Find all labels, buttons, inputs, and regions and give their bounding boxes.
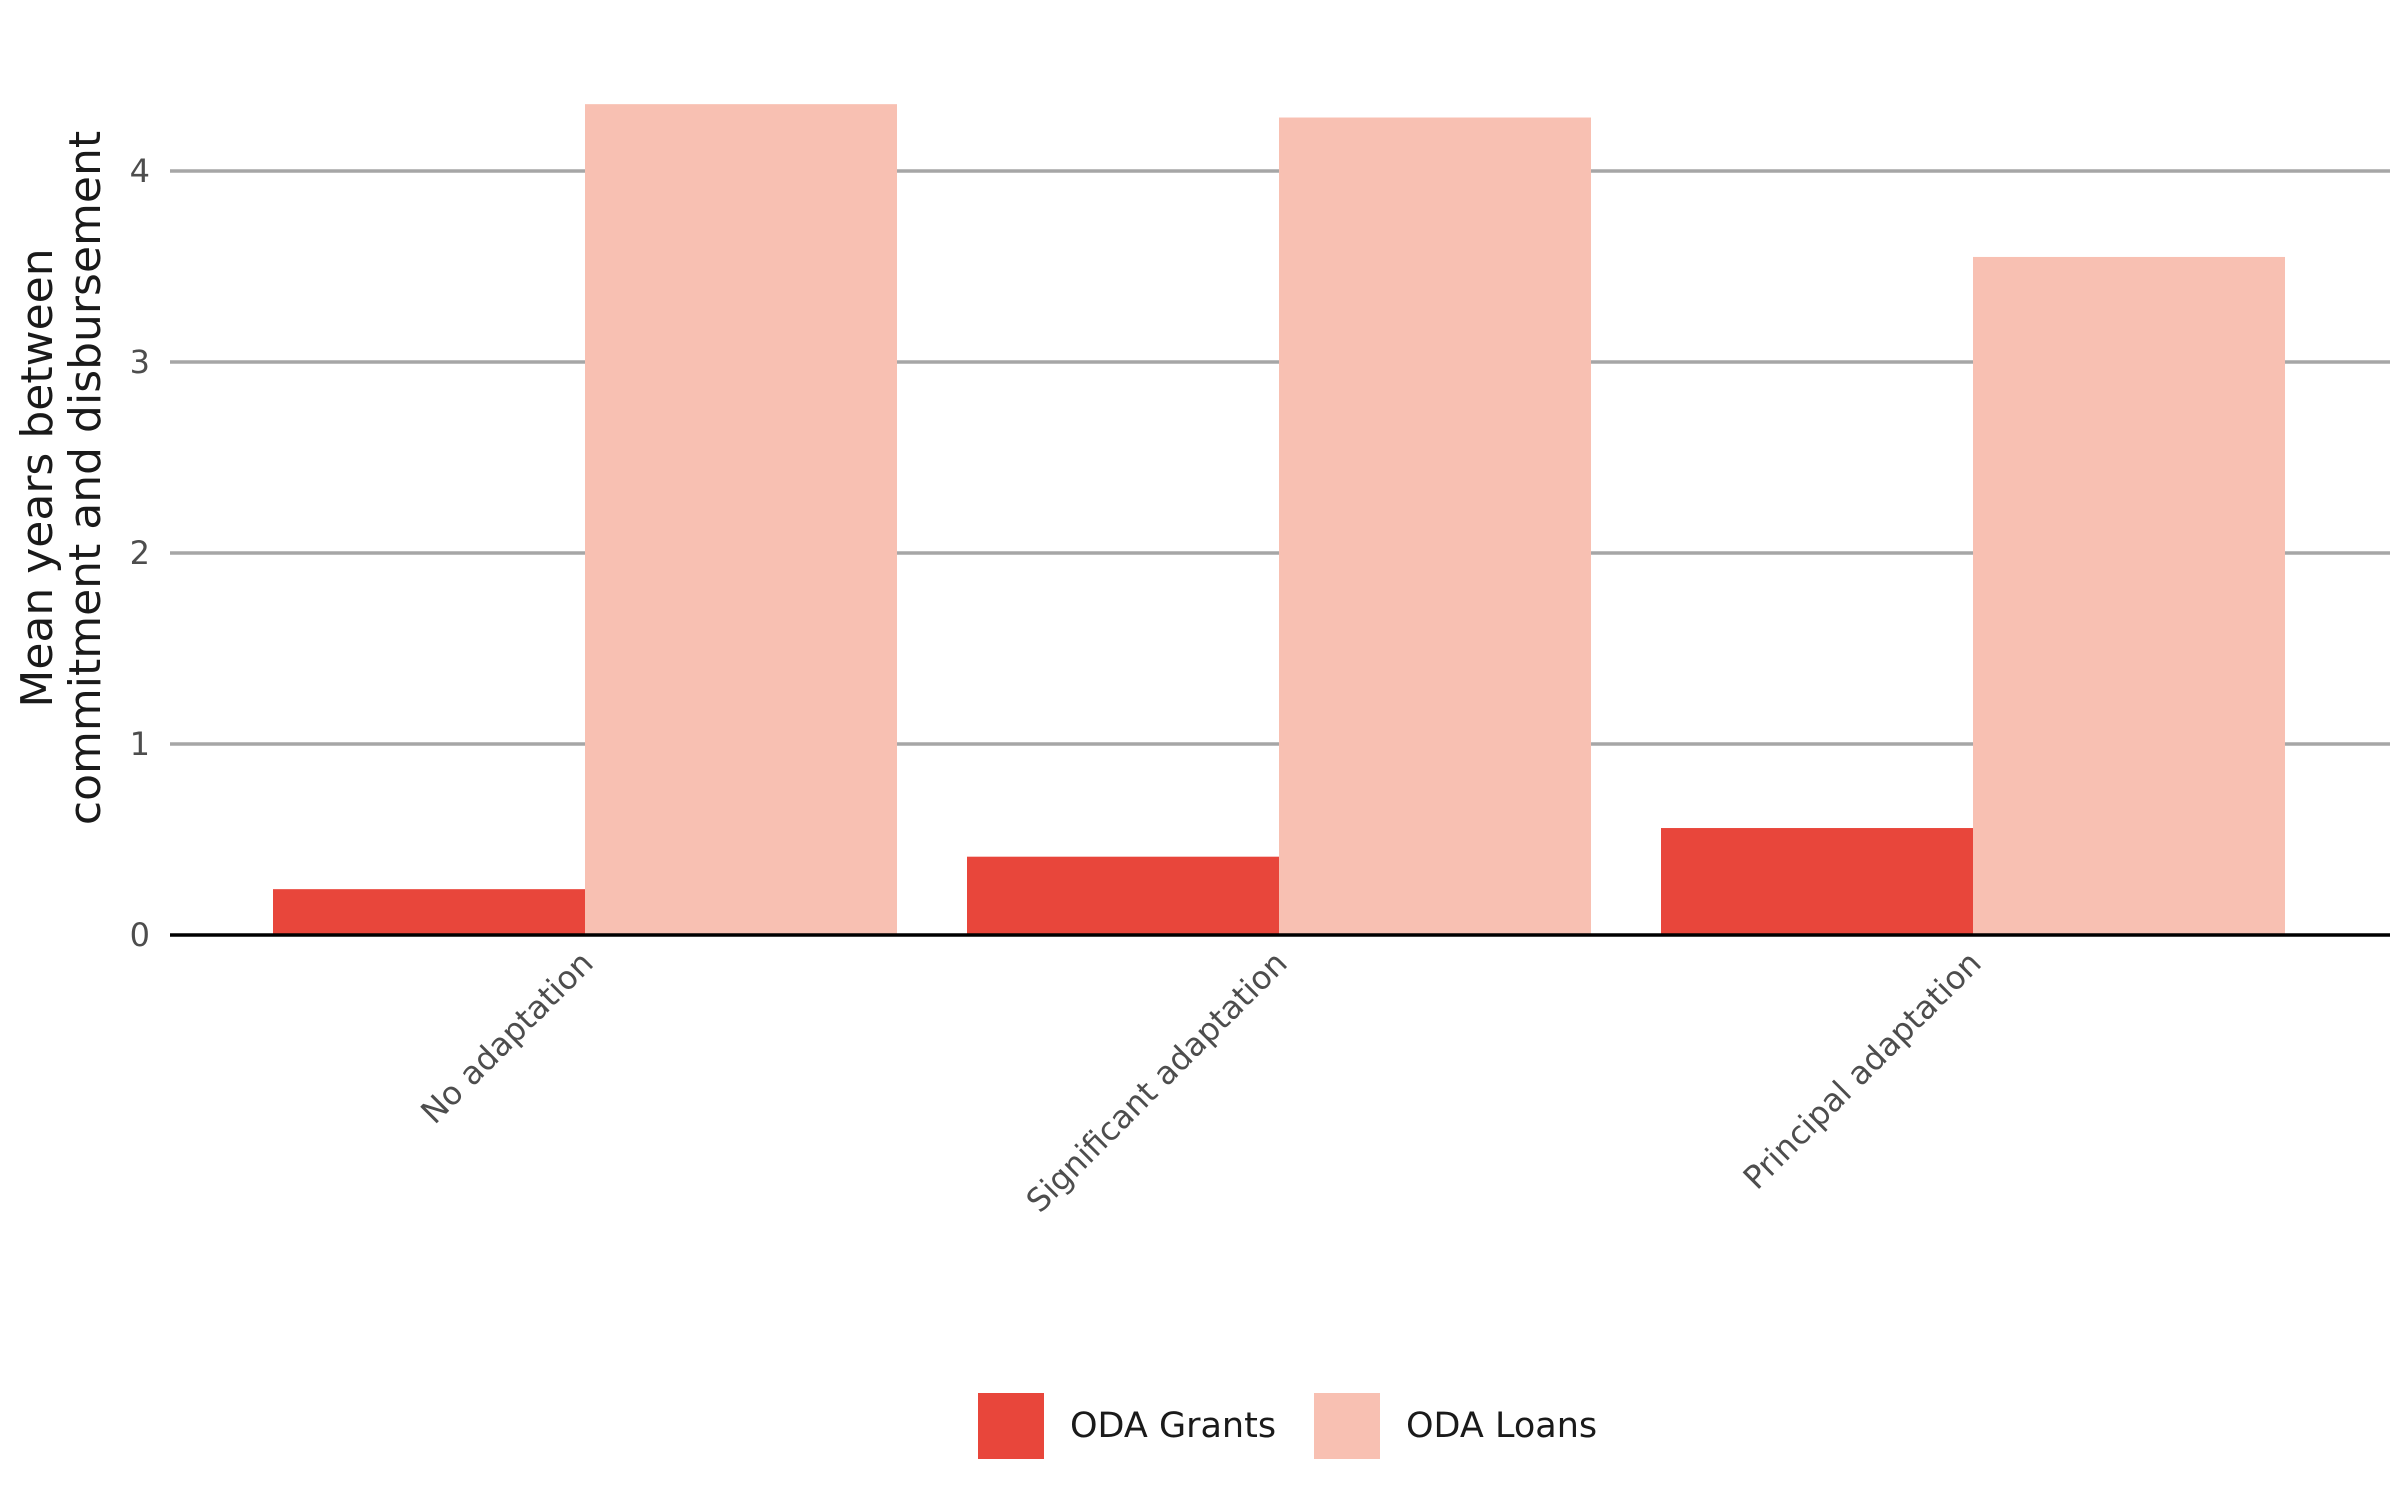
y-tick-label-1: 1 bbox=[130, 725, 150, 763]
bar-oda-loans-2 bbox=[1973, 256, 2285, 935]
bar-oda-grants-2 bbox=[1661, 828, 1973, 935]
y-tick-label-4: 4 bbox=[130, 152, 150, 190]
legend-swatch-oda-grants bbox=[978, 1393, 1044, 1459]
bars bbox=[273, 104, 2285, 935]
bar-oda-loans-0 bbox=[585, 104, 897, 935]
legend: ODA Grants ODA Loans bbox=[978, 1393, 1597, 1459]
x-tick-label-0: No adaptation bbox=[413, 944, 600, 1131]
y-tick-label-0: 0 bbox=[130, 916, 150, 954]
legend-label-oda-loans: ODA Loans bbox=[1406, 1406, 1597, 1446]
x-tick-label-1: Significant adaptation bbox=[1019, 944, 1295, 1220]
y-tick-label-2: 2 bbox=[130, 534, 150, 572]
x-tick-label-2: Principal adaptation bbox=[1736, 944, 1989, 1197]
x-tick-labels: No adaptation Significant adaptation Princ… bbox=[413, 944, 1988, 1220]
legend-swatch-oda-loans bbox=[1314, 1393, 1380, 1459]
y-tick-labels: 0 1 2 3 4 bbox=[130, 152, 150, 954]
y-tick-label-3: 3 bbox=[130, 343, 150, 381]
bar-oda-grants-1 bbox=[967, 856, 1279, 935]
y-axis-title-line-0: Mean years between bbox=[12, 248, 63, 707]
bar-oda-grants-0 bbox=[273, 889, 585, 935]
legend-label-oda-grants: ODA Grants bbox=[1070, 1406, 1276, 1446]
y-axis-title-line-1: commitment and disbursement bbox=[60, 131, 111, 825]
bar-oda-loans-1 bbox=[1279, 117, 1591, 935]
